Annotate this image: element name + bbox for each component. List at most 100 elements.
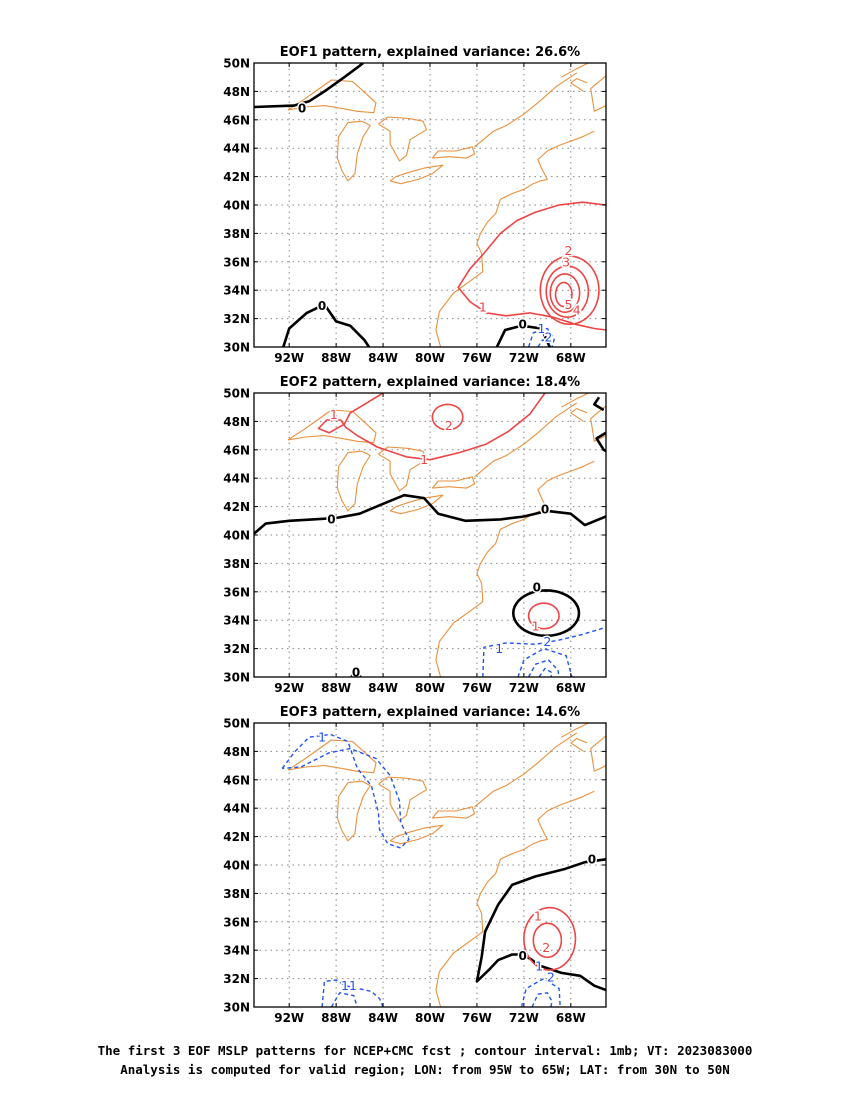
lat-tick-label: 42N (223, 170, 250, 184)
negative-contour (281, 733, 410, 849)
negative-contour (520, 977, 561, 1007)
zero-contour (350, 670, 362, 677)
contour-label: 2 (547, 970, 555, 985)
contour-label: 2 (445, 418, 453, 433)
lat-tick-label: 44N (223, 472, 250, 486)
lon-tick-label: 84W (368, 681, 398, 695)
coast-line (590, 735, 606, 772)
coast-line (431, 146, 476, 159)
zero-contour (511, 589, 581, 638)
contour-label: 0 (352, 666, 360, 680)
zero-contour (475, 858, 606, 992)
lat-tick-label: 44N (223, 142, 250, 156)
lon-tick-label: 80W (415, 351, 445, 365)
coast-line (561, 63, 589, 78)
lat-tick-label: 40N (223, 529, 250, 543)
coast-line (590, 75, 606, 112)
contour-label: 1 (535, 958, 543, 973)
lon-tick-label: 72W (509, 681, 539, 695)
figure-caption-line-2: Analysis is computed for valid region; L… (120, 1062, 730, 1077)
negative-contour (482, 626, 606, 677)
lon-tick-label: 80W (415, 1011, 445, 1025)
lon-tick-label: 68W (556, 681, 586, 695)
negative-contour (531, 992, 553, 1007)
lat-tick-label: 38N (223, 887, 250, 901)
lon-tick-label: 92W (274, 681, 304, 695)
coast-line (570, 738, 588, 752)
zero-contour (593, 396, 605, 412)
positive-contour (457, 201, 606, 331)
coast-line (435, 460, 595, 677)
panel-title: EOF1 pattern, explained variance: 26.6% (280, 45, 580, 60)
coast-line (570, 408, 588, 422)
lat-tick-label: 48N (223, 745, 250, 759)
negative-contour (330, 992, 358, 1007)
coast-line (287, 409, 377, 444)
lon-tick-label: 76W (462, 351, 492, 365)
contour-label: 0 (533, 581, 541, 595)
positive-contour (431, 403, 464, 431)
contour-label: 2 (565, 243, 573, 258)
lat-tick-label: 32N (223, 312, 250, 326)
positive-contour (532, 922, 563, 959)
contour-label: 0 (318, 299, 326, 313)
graticule (254, 723, 606, 1007)
coast-line (336, 780, 371, 842)
coast-line (474, 72, 578, 148)
contour-label: 3 (562, 254, 570, 269)
positive-contour (554, 281, 573, 308)
lon-tick-label: 80W (415, 681, 445, 695)
lat-tick-label: 30N (223, 1001, 250, 1015)
negative-contour (517, 647, 573, 677)
lat-tick-label: 48N (223, 415, 250, 429)
contour-label: 4 (573, 303, 581, 318)
contour-label: 5 (565, 297, 573, 312)
lat-tick-label: 38N (223, 227, 250, 241)
lat-tick-label: 34N (223, 944, 250, 958)
positive-contour (549, 273, 581, 313)
contour-label: 2 (545, 330, 553, 345)
coast-line (287, 79, 377, 114)
panel-title: EOF3 pattern, explained variance: 14.6% (280, 705, 580, 720)
lon-tick-label: 84W (368, 1011, 398, 1025)
coast-line (561, 393, 589, 408)
coast-line (570, 78, 588, 92)
negative-contour (538, 667, 553, 677)
lat-tick-label: 46N (223, 113, 250, 127)
contour-label: 2 (543, 634, 551, 649)
lat-tick-label: 40N (223, 199, 250, 213)
negative-contour (321, 979, 384, 1007)
lat-tick-label: 36N (223, 915, 250, 929)
lon-tick-label: 88W (321, 1011, 351, 1025)
lat-tick-label: 34N (223, 284, 250, 298)
coast-line (435, 790, 595, 1007)
lon-tick-label: 76W (462, 1011, 492, 1025)
coastline (287, 63, 606, 347)
contours (254, 63, 606, 347)
lat-tick-label: 50N (223, 717, 250, 731)
contour-label: 1 (495, 641, 503, 656)
lat-tick-label: 50N (223, 57, 250, 71)
lon-tick-label: 84W (368, 351, 398, 365)
coast-line (435, 130, 595, 347)
lat-tick-label: 42N (223, 830, 250, 844)
negative-contour (527, 327, 556, 347)
lon-tick-label: 68W (556, 351, 586, 365)
lon-tick-label: 92W (274, 1011, 304, 1025)
lon-tick-label: 92W (274, 351, 304, 365)
lat-tick-label: 44N (223, 802, 250, 816)
coast-line (431, 476, 476, 489)
positive-contour (527, 602, 560, 630)
lat-tick-label: 34N (223, 614, 250, 628)
coast-line (474, 402, 578, 478)
lat-tick-label: 30N (223, 341, 250, 355)
coast-line (287, 739, 377, 774)
lon-tick-label: 76W (462, 681, 492, 695)
lat-tick-label: 46N (223, 443, 250, 457)
positive-contour (317, 393, 546, 461)
contour-label: 0 (519, 949, 527, 963)
contours (281, 733, 606, 1007)
lat-tick-label: 46N (223, 773, 250, 787)
positive-contour (523, 906, 577, 971)
